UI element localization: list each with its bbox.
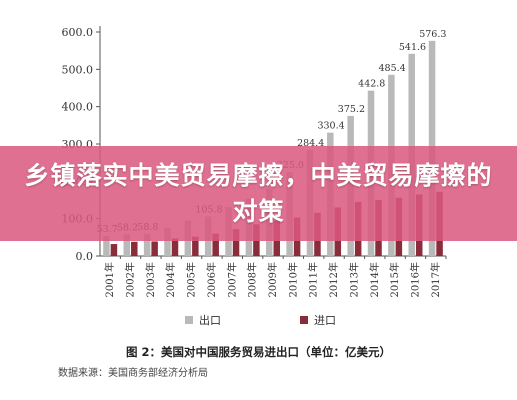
- x-tick-label: 2014年: [368, 262, 381, 297]
- x-tick-label: 2007年: [225, 262, 238, 297]
- x-tick-label: 2016年: [408, 262, 421, 297]
- data-label-export: 330.4: [317, 121, 344, 132]
- data-label-export: 442.8: [358, 79, 385, 90]
- bar-import: [212, 233, 219, 256]
- data-label-export: 541.6: [399, 42, 426, 53]
- legend-item-export: 出口: [185, 312, 221, 328]
- bar-import: [232, 229, 240, 256]
- chart-legend: 出口 进口: [0, 312, 517, 330]
- bar-export: [123, 234, 131, 256]
- y-tick-label: 600.0: [62, 26, 94, 39]
- x-tick-label: 2013年: [347, 262, 360, 297]
- x-tick-label: 2017年: [429, 262, 442, 297]
- x-tick-label: 2006年: [205, 262, 218, 297]
- x-tick-label: 2004年: [164, 262, 177, 297]
- y-tick-label: 0.0: [76, 250, 94, 263]
- figure-caption: 图 2：美国对中国服务贸易进出口（单位：亿美元）: [125, 345, 391, 359]
- x-tick-label: 2011年: [307, 262, 320, 297]
- data-label-export: 485.4: [379, 63, 406, 74]
- data-label-export: 576.3: [419, 29, 446, 40]
- legend-label-export: 出口: [199, 314, 221, 327]
- bar-import: [192, 236, 199, 256]
- legend-swatch-export: [185, 316, 193, 324]
- data-source-note: 数据来源：美国商务部经济分析局: [58, 368, 208, 379]
- bar-export: [103, 235, 110, 256]
- data-label-export: 284.4: [297, 138, 324, 149]
- bar-import: [110, 244, 118, 256]
- headline-banner: 乡镇落实中美贸易摩擦，中美贸易摩擦的对策: [0, 146, 517, 241]
- x-tick-label: 2009年: [266, 262, 279, 297]
- x-tick-label: 2005年: [185, 262, 198, 297]
- legend-label-import: 进口: [314, 314, 336, 327]
- bar-export: [143, 234, 151, 256]
- bar-import: [151, 241, 158, 256]
- x-tick-label: 2015年: [388, 262, 401, 297]
- x-tick-label: 2008年: [246, 262, 259, 297]
- x-tick-label: 2012年: [327, 262, 340, 297]
- headline-text: 乡镇落实中美贸易摩擦，中美贸易摩擦的对策: [24, 160, 493, 226]
- bar-export: [164, 227, 171, 256]
- x-tick-label: 2010年: [286, 262, 299, 297]
- y-tick-label: 400.0: [62, 101, 94, 114]
- bar-import: [171, 238, 179, 256]
- x-tick-label: 2001年: [103, 262, 116, 297]
- data-label-export: 375.2: [338, 104, 365, 115]
- legend-item-import: 进口: [300, 312, 336, 328]
- x-tick-label: 2003年: [144, 262, 157, 297]
- x-tick-label: 2002年: [124, 262, 137, 297]
- y-tick-label: 500.0: [62, 63, 94, 76]
- bar-import: [131, 241, 138, 256]
- legend-swatch-import: [300, 316, 308, 324]
